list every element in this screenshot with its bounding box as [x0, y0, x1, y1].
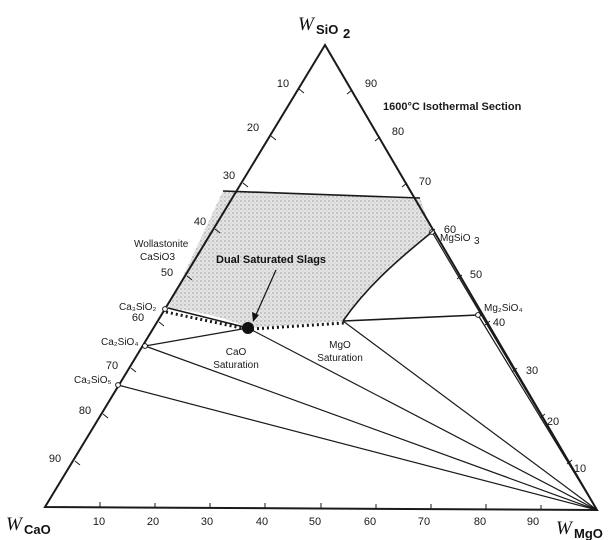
mg2sio4-label: Mg₂SiO₄	[484, 303, 523, 314]
liquid-boundaries	[167, 190, 479, 329]
dual-saturation-point	[242, 322, 254, 334]
right-tick-label: 50	[470, 269, 482, 281]
diagram-title: 1600°C Isothermal Section	[383, 101, 522, 113]
mgo-saturation-label-2: Saturation	[317, 353, 363, 364]
bottom-tick-label: 30	[201, 516, 213, 528]
ca3sio5-label: Ca₃SiO₅	[74, 375, 112, 386]
left-tick-label: 50	[161, 267, 173, 279]
corner-label-left: W CaO	[6, 514, 51, 537]
tie-lines	[117, 231, 598, 511]
bottom-tick-label: 40	[256, 516, 268, 528]
left-tick-label: 60	[132, 312, 144, 324]
corner-left-main: W	[6, 514, 24, 535]
compound-markers	[115, 229, 481, 388]
left-tick-label: 80	[79, 405, 91, 417]
right-tick-labels: 90 80 70 60 50 40 30 20 10	[365, 78, 586, 475]
ca2sio4-marker	[142, 343, 148, 349]
corner-right-main: W	[556, 518, 574, 539]
left-tick-label: 70	[106, 360, 118, 372]
right-tick-label: 80	[392, 126, 404, 138]
corner-right-sub: MgO	[574, 526, 603, 540]
tie-line-dual-point	[247, 327, 598, 511]
right-tick-label: 30	[526, 365, 538, 377]
right-tick-label: 40	[493, 317, 505, 329]
wollastonite-formula: CaSiO3	[140, 252, 175, 263]
corner-top-sub2: 2	[343, 26, 350, 41]
dual-arrow	[252, 269, 277, 322]
bottom-tick-label: 90	[527, 516, 539, 528]
right-tick-label: 90	[365, 78, 377, 90]
mgo-saturation-dotted	[251, 321, 345, 331]
right-tick-label: 10	[574, 463, 586, 475]
cao-saturation-label-1: CaO	[226, 347, 247, 358]
tie-line-ca2sio4	[144, 345, 598, 511]
wollastonite-label: Wollastonite	[134, 239, 189, 250]
bottom-tick-labels: 10 20 30 40 50 60 70 80 90	[93, 516, 539, 528]
mgsio3-label-sub: 3	[474, 236, 480, 247]
upper-boundary	[222, 190, 421, 199]
ca3sio2-marker	[162, 306, 168, 312]
corner-left-sub: CaO	[24, 522, 51, 537]
mgo-saturation-label-1: MgO	[329, 340, 351, 351]
tie-line-mgsio3	[431, 231, 598, 511]
dual-saturated-label: Dual Saturated Slags	[216, 254, 326, 266]
edge-tick-marks	[74, 88, 573, 510]
right-tick-label: 70	[419, 176, 431, 188]
cao-saturation-label-2: Saturation	[213, 360, 259, 371]
ca3sio2-label: Ca₃SiO₂	[119, 302, 157, 313]
tie-line-ca3sio5	[117, 384, 598, 511]
cao-boundary	[167, 307, 249, 329]
left-tick-label: 30	[223, 170, 235, 182]
saturation-dotted-lines	[165, 310, 345, 331]
mg2sio4-marker	[475, 312, 481, 318]
ca3sio5-marker	[115, 382, 121, 388]
cao-saturation-dotted	[165, 310, 247, 331]
mgo-boundary	[342, 314, 479, 322]
mgsio3-boundary	[342, 231, 433, 322]
corner-top-sub: SiO	[316, 22, 338, 37]
ca2sio4-label: Ca₂SiO₄	[101, 337, 138, 348]
bottom-tick-label: 70	[418, 516, 430, 528]
mgsio3-label: MgSiO	[440, 233, 471, 244]
bottom-tick-label: 60	[364, 516, 376, 528]
right-tick-label: 20	[547, 416, 559, 428]
left-tick-label: 10	[277, 78, 289, 90]
bottom-tick-label: 50	[309, 516, 321, 528]
left-tick-label: 20	[247, 122, 259, 134]
liquid-region	[168, 191, 432, 328]
bottom-tick-label: 10	[93, 516, 105, 528]
corner-label-top: W SiO 2	[298, 14, 350, 41]
bottom-tick-label: 20	[147, 516, 159, 528]
tie-line-mg2sio4	[477, 314, 598, 511]
corner-label-right: W MgO	[556, 518, 603, 540]
left-tick-labels: 10 20 30 40 50 60 70 80 90	[49, 78, 289, 465]
right-tick-label: 60	[444, 224, 456, 236]
tie-line-ca2sio4-mid	[144, 327, 249, 347]
tie-line-mgo-sat	[342, 320, 598, 511]
bottom-tick-label: 80	[474, 516, 486, 528]
left-tick-label: 90	[49, 453, 61, 465]
corner-top-main: W	[298, 14, 316, 35]
left-tick-label: 40	[194, 216, 206, 228]
ternary-triangle	[43, 43, 599, 512]
